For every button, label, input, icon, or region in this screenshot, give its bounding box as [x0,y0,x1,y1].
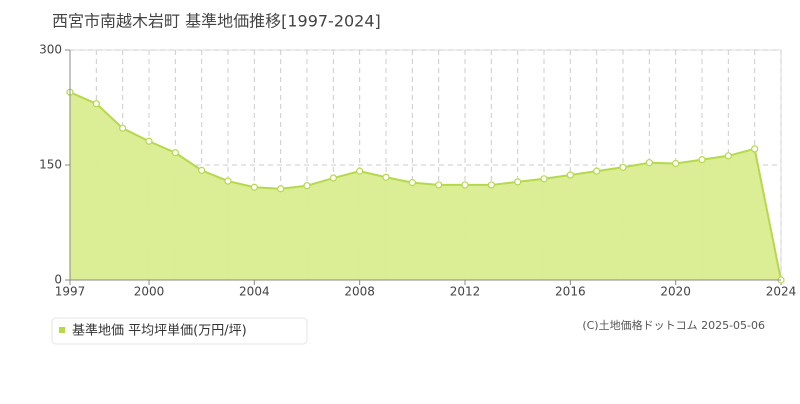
point [171,149,179,157]
point [382,173,390,181]
point [698,156,706,164]
legend-label: 基準地価 平均坪単価(万円/坪) [72,323,247,339]
point [145,137,153,145]
point [250,183,258,191]
point [540,175,548,183]
x-tick-label: 2016 [555,285,586,299]
point [303,182,311,190]
point [198,166,206,174]
credit: (C)土地価格ドットコム 2025-05-06 [582,318,765,332]
y-tick-label: 150 [39,158,62,172]
point [751,145,759,153]
y-tick-label: 0 [54,273,62,287]
x-tick-label: 2020 [660,285,691,299]
x-tick-label: 1997 [55,285,86,299]
point [119,124,127,132]
point [593,167,601,175]
point [435,181,443,189]
point [329,174,337,182]
y-tick-label: 300 [39,43,62,57]
legend-box [51,317,308,345]
x-tick-label: 2000 [134,285,165,299]
point [487,181,495,189]
point [92,100,100,108]
point [408,179,416,187]
x-tick-label: 2004 [239,285,270,299]
point [224,177,232,185]
point [277,185,285,193]
point [356,167,364,175]
x-tick-label: 2008 [344,285,375,299]
point [645,159,653,167]
area [70,92,781,281]
point [514,178,522,186]
point [672,159,680,168]
point [461,181,469,189]
legend-swatch [59,327,65,333]
line [69,91,782,281]
x-tick-label: 2024 [766,285,797,299]
point [724,152,732,160]
point [619,163,627,171]
x-tick-label: 2012 [450,285,481,299]
chart-title: 西宮市南越木岩町 基準地価推移[1997-2024] [52,12,381,31]
point [566,171,574,179]
